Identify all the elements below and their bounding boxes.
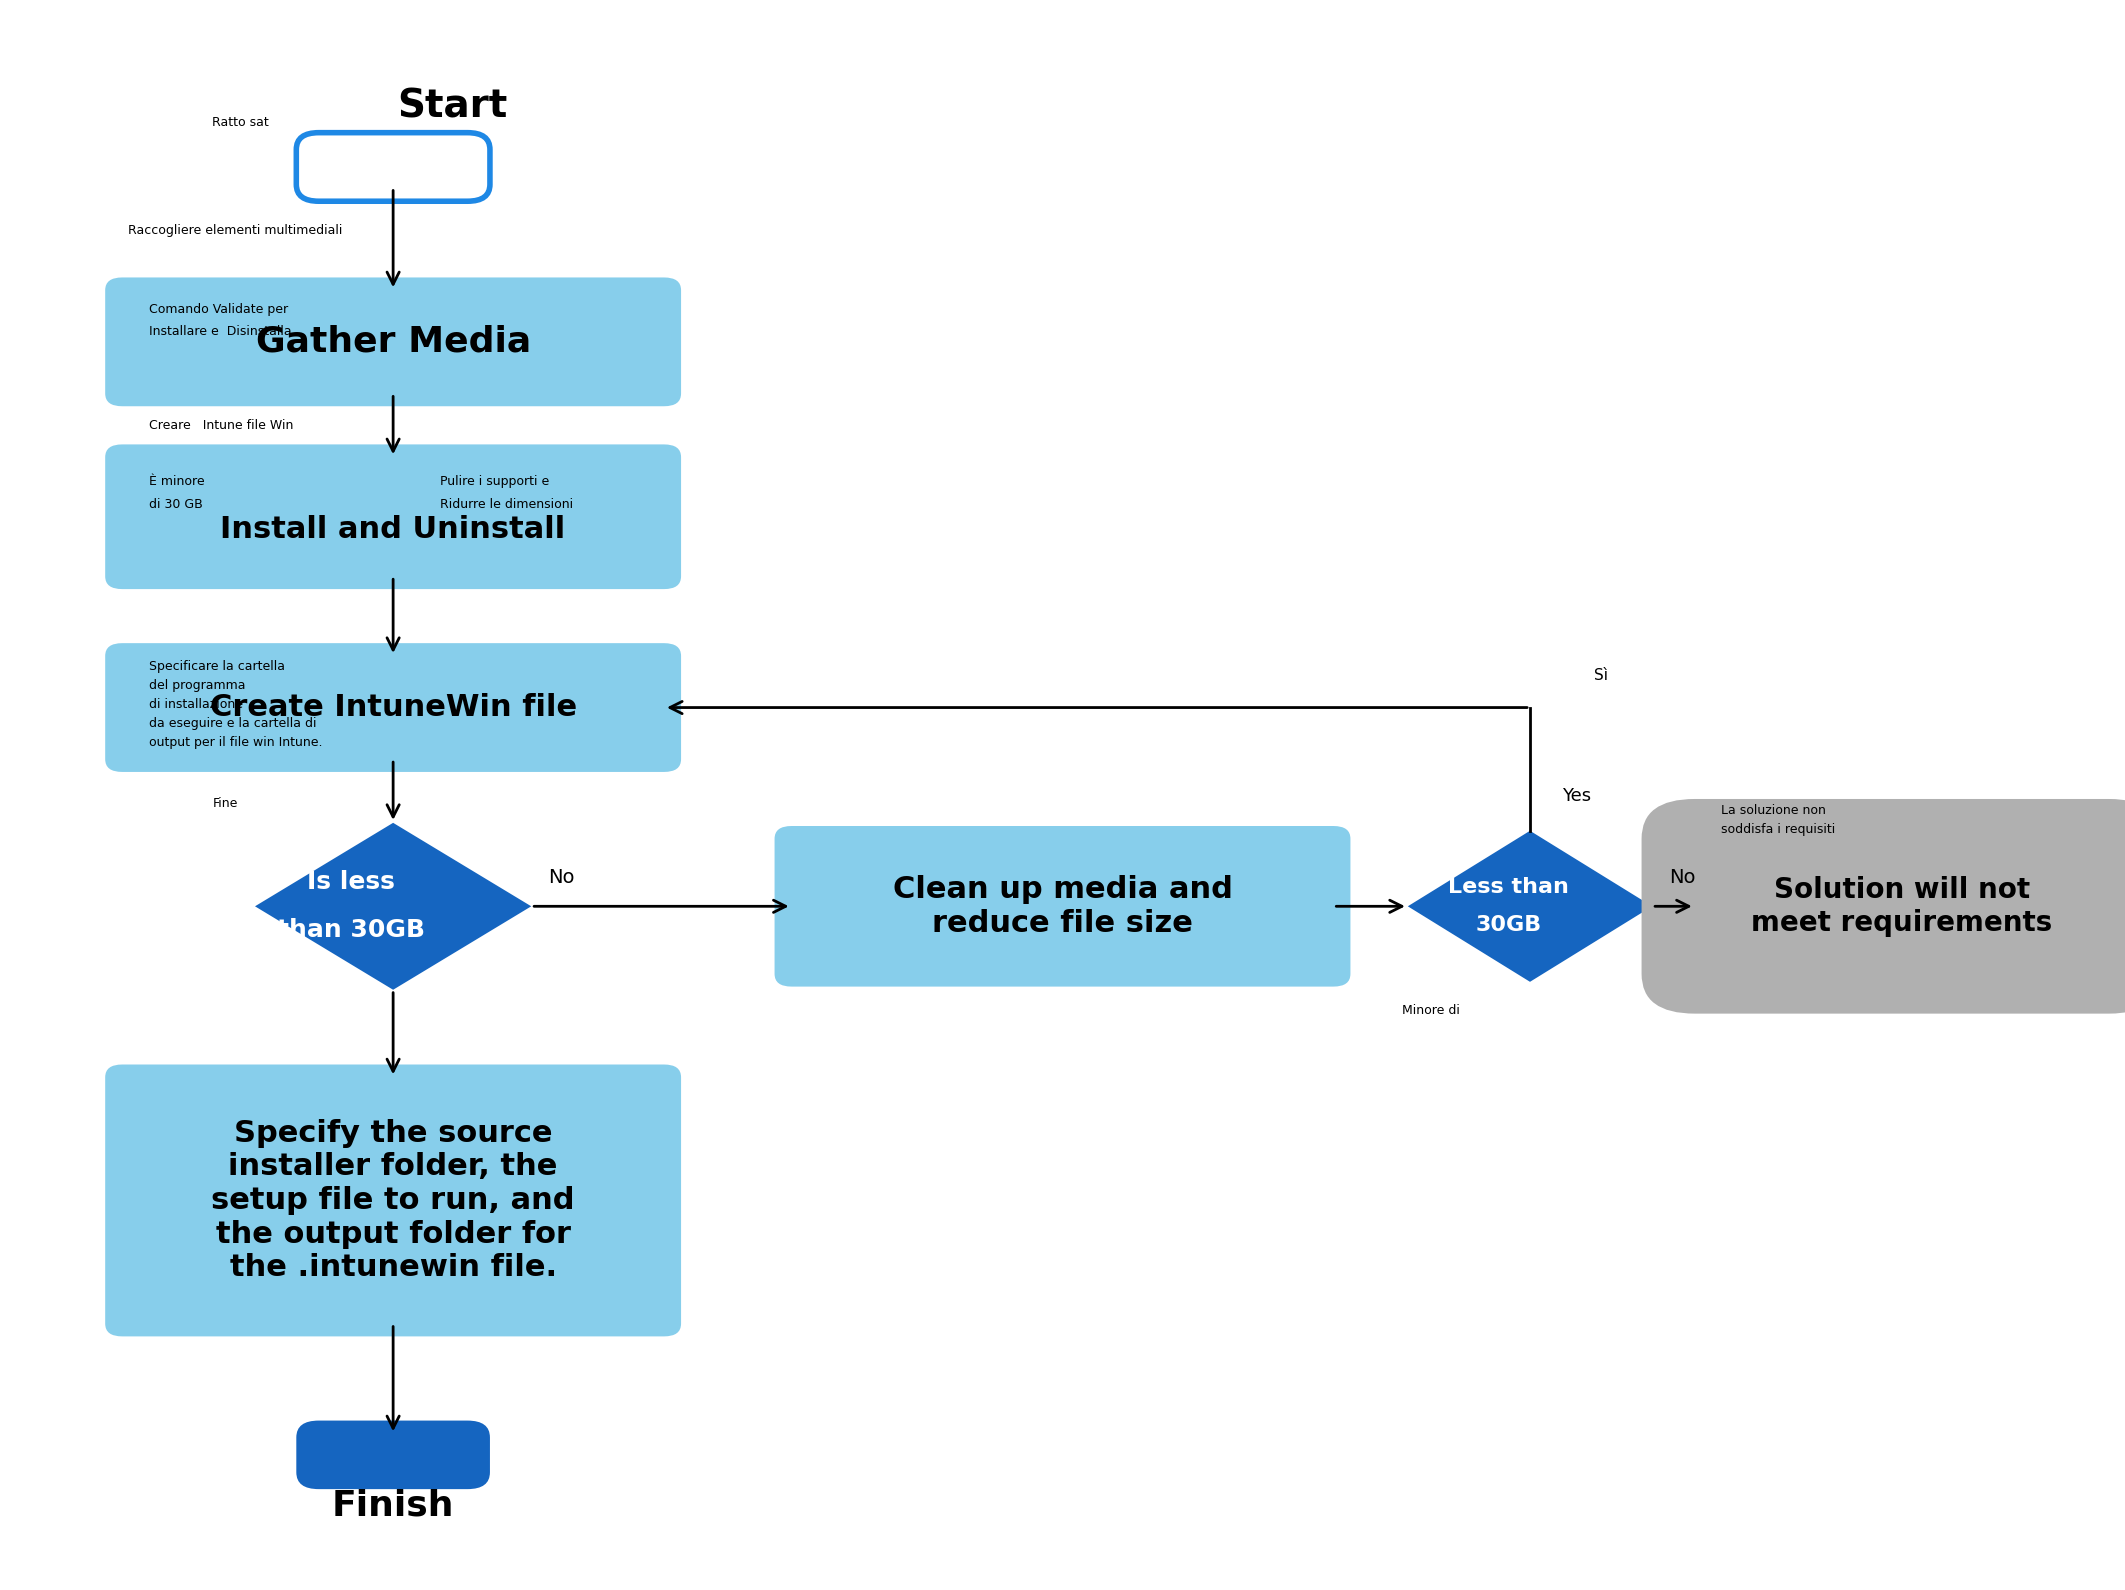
Text: Less than: Less than xyxy=(1449,878,1568,897)
Text: Finish: Finish xyxy=(332,1488,455,1523)
FancyBboxPatch shape xyxy=(104,278,680,407)
Text: La soluzione non: La soluzione non xyxy=(1721,803,1825,817)
Text: Create IntuneWin file: Create IntuneWin file xyxy=(210,693,576,722)
Polygon shape xyxy=(255,824,531,989)
Text: Sì: Sì xyxy=(1594,668,1609,684)
Text: No: No xyxy=(1670,868,1696,887)
Text: Is less: Is less xyxy=(306,870,395,895)
FancyBboxPatch shape xyxy=(104,644,680,773)
Text: Raccogliere elementi multimediali: Raccogliere elementi multimediali xyxy=(128,224,342,237)
Text: Install and Uninstall: Install and Uninstall xyxy=(221,515,565,544)
Text: Gather Media: Gather Media xyxy=(255,324,531,359)
Text: Clean up media and
reduce file size: Clean up media and reduce file size xyxy=(892,875,1232,938)
FancyBboxPatch shape xyxy=(104,445,680,590)
Text: di 30 GB: di 30 GB xyxy=(149,498,202,510)
Text: Start: Start xyxy=(397,87,508,126)
Text: Minore di: Minore di xyxy=(1402,1003,1460,1018)
Text: È minore: È minore xyxy=(149,475,204,488)
Text: Solution will not
meet requirements: Solution will not meet requirements xyxy=(1751,876,2053,937)
FancyBboxPatch shape xyxy=(774,827,1352,986)
Text: than 30GB: than 30GB xyxy=(276,917,425,943)
Text: del programma: del programma xyxy=(149,679,244,692)
FancyBboxPatch shape xyxy=(104,1065,680,1336)
Polygon shape xyxy=(1407,832,1653,983)
FancyBboxPatch shape xyxy=(1643,800,2125,1014)
Text: Yes: Yes xyxy=(1562,787,1592,805)
Text: Specify the source
installer folder, the
setup file to run, and
the output folde: Specify the source installer folder, the… xyxy=(210,1119,576,1282)
Text: Fine: Fine xyxy=(212,797,238,811)
Text: Ridurre le dimensioni: Ridurre le dimensioni xyxy=(440,498,574,510)
FancyBboxPatch shape xyxy=(295,132,491,202)
Text: da eseguire e la cartella di: da eseguire e la cartella di xyxy=(149,717,317,730)
Text: Pulire i supporti e: Pulire i supporti e xyxy=(440,475,548,488)
Text: 30GB: 30GB xyxy=(1475,916,1543,935)
Text: Specificare la cartella: Specificare la cartella xyxy=(149,660,285,673)
Text: Comando Validate per: Comando Validate per xyxy=(149,302,287,316)
Text: output per il file win Intune.: output per il file win Intune. xyxy=(149,736,323,749)
Text: Installare e  Disinstalla: Installare e Disinstalla xyxy=(149,324,291,339)
Text: Ratto sat: Ratto sat xyxy=(212,116,270,129)
Text: di installazione: di installazione xyxy=(149,698,242,711)
Text: Creare   Intune file Win: Creare Intune file Win xyxy=(149,418,293,432)
FancyBboxPatch shape xyxy=(295,1420,491,1490)
Text: No: No xyxy=(548,868,574,887)
Text: soddisfa i requisiti: soddisfa i requisiti xyxy=(1721,822,1836,836)
